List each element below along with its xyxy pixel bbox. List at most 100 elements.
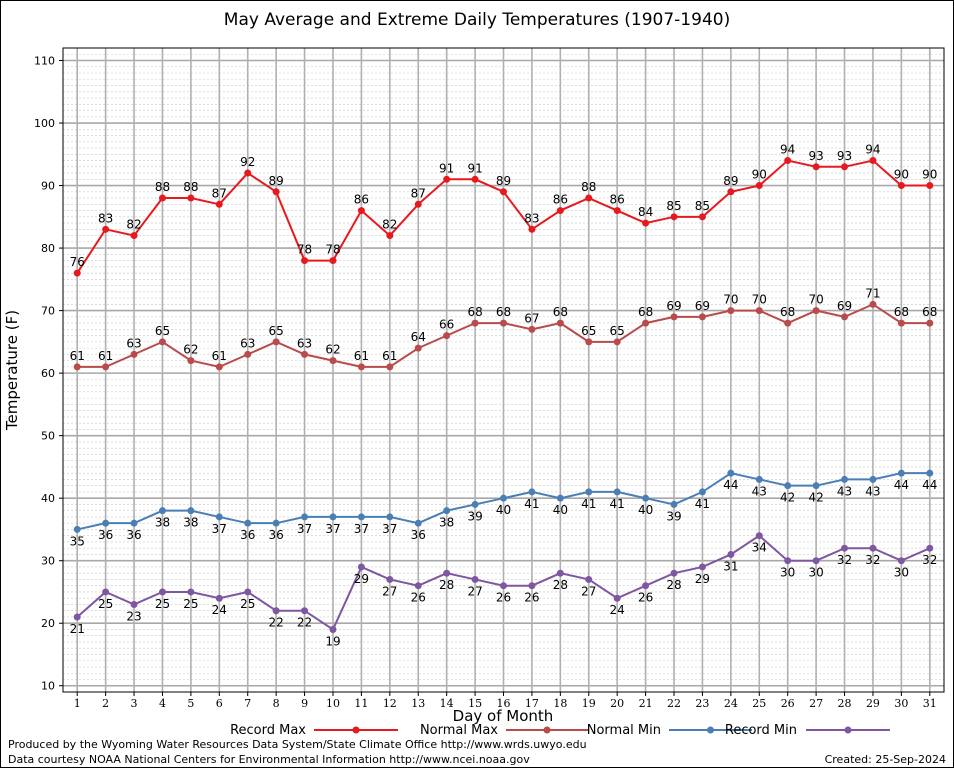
series-normal-max: 61 61 63 65 62 61 63 65 63 62 61 61 64 66 68 68 67 68 65 65… xyxy=(70,286,937,371)
data-label: 29 xyxy=(354,572,369,586)
data-label: 85 xyxy=(666,199,681,213)
data-label: 70 xyxy=(723,293,738,307)
data-point xyxy=(698,213,706,221)
y-tick-label: 20 xyxy=(41,617,55,630)
chart-title: May Average and Extreme Daily Temperatur… xyxy=(223,10,731,30)
data-point xyxy=(727,307,735,315)
x-tick-label: 31 xyxy=(923,697,937,710)
data-label: 19 xyxy=(325,634,340,648)
data-point xyxy=(130,232,138,240)
legend-item-normal-max: Normal Max xyxy=(420,723,588,738)
data-label: 34 xyxy=(752,541,767,555)
data-point xyxy=(841,313,849,321)
data-label: 41 xyxy=(524,497,539,511)
data-point xyxy=(187,588,195,596)
data-label: 25 xyxy=(155,597,170,611)
y-tick-label: 100 xyxy=(34,117,55,130)
data-label: 68 xyxy=(780,305,795,319)
x-tick-label: 1 xyxy=(74,697,81,710)
data-label: 42 xyxy=(808,491,823,505)
data-point xyxy=(301,513,309,521)
data-point xyxy=(73,613,81,621)
x-tick-label: 21 xyxy=(639,697,653,710)
data-label: 28 xyxy=(666,578,681,592)
x-tick-label: 16 xyxy=(497,697,511,710)
x-tick-label: 13 xyxy=(411,697,425,710)
data-label: 70 xyxy=(808,293,823,307)
data-label: 67 xyxy=(524,311,539,325)
data-label: 41 xyxy=(695,497,710,511)
data-point xyxy=(613,594,621,602)
data-label: 36 xyxy=(126,528,141,542)
data-label: 94 xyxy=(780,143,795,157)
x-tick-label: 29 xyxy=(866,697,880,710)
data-point xyxy=(130,350,138,358)
data-label: 82 xyxy=(126,218,141,232)
data-point xyxy=(301,607,309,615)
data-point xyxy=(386,513,394,521)
data-point xyxy=(897,182,905,190)
data-label: 26 xyxy=(524,591,539,605)
legend-label: Normal Min xyxy=(587,723,661,738)
data-label: 92 xyxy=(240,155,255,169)
x-tick-label: 3 xyxy=(131,697,138,710)
data-point xyxy=(556,207,564,215)
data-point xyxy=(130,519,138,527)
data-label: 44 xyxy=(922,478,937,492)
axes xyxy=(59,47,945,696)
data-point xyxy=(727,188,735,196)
data-label: 30 xyxy=(808,566,823,580)
data-label: 26 xyxy=(638,591,653,605)
data-label: 89 xyxy=(723,174,738,188)
x-tick-label: 11 xyxy=(354,697,368,710)
data-label: 61 xyxy=(382,349,397,363)
x-tick-label: 7 xyxy=(244,697,251,710)
data-label: 29 xyxy=(695,572,710,586)
data-point xyxy=(158,194,166,202)
data-label: 30 xyxy=(780,566,795,580)
series-layer: 76 83 82 88 88 87 92 89 78 78 86 82 87 91 91 89 83 86 88 86… xyxy=(70,143,938,649)
data-label: 21 xyxy=(70,622,85,636)
data-point xyxy=(301,257,309,265)
data-label: 84 xyxy=(638,205,653,219)
data-point xyxy=(841,163,849,171)
data-label: 87 xyxy=(411,186,426,200)
data-label: 43 xyxy=(752,484,767,498)
y-tick-labels: 10 20 30 40 50 60 70 80 90 100 110 xyxy=(34,55,55,693)
data-label: 22 xyxy=(297,616,312,630)
legend-marker xyxy=(707,726,714,734)
y-tick-label: 60 xyxy=(41,367,55,380)
data-label: 62 xyxy=(325,343,340,357)
data-point xyxy=(414,200,422,208)
data-point xyxy=(329,513,337,521)
x-tick-label: 20 xyxy=(610,697,624,710)
data-point xyxy=(926,469,934,477)
data-point xyxy=(926,182,934,190)
x-tick-label: 24 xyxy=(724,697,738,710)
data-label: 26 xyxy=(411,591,426,605)
x-tick-label: 22 xyxy=(667,697,681,710)
data-label: 83 xyxy=(98,211,113,225)
data-label: 32 xyxy=(837,553,852,567)
data-point xyxy=(556,319,564,327)
data-label: 23 xyxy=(126,609,141,623)
data-point xyxy=(926,544,934,552)
data-label: 88 xyxy=(155,180,170,194)
data-point xyxy=(784,319,792,327)
data-label: 68 xyxy=(467,305,482,319)
data-point xyxy=(357,363,365,371)
data-point xyxy=(443,569,451,577)
data-point xyxy=(841,475,849,483)
data-point xyxy=(784,482,792,490)
data-label: 26 xyxy=(496,591,511,605)
data-label: 25 xyxy=(240,597,255,611)
data-point xyxy=(187,194,195,202)
data-point xyxy=(727,550,735,558)
data-point xyxy=(301,350,309,358)
data-point xyxy=(528,582,536,590)
data-point xyxy=(272,607,280,615)
data-label: 85 xyxy=(695,199,710,213)
data-point xyxy=(585,488,593,496)
x-tick-label: 14 xyxy=(440,697,454,710)
